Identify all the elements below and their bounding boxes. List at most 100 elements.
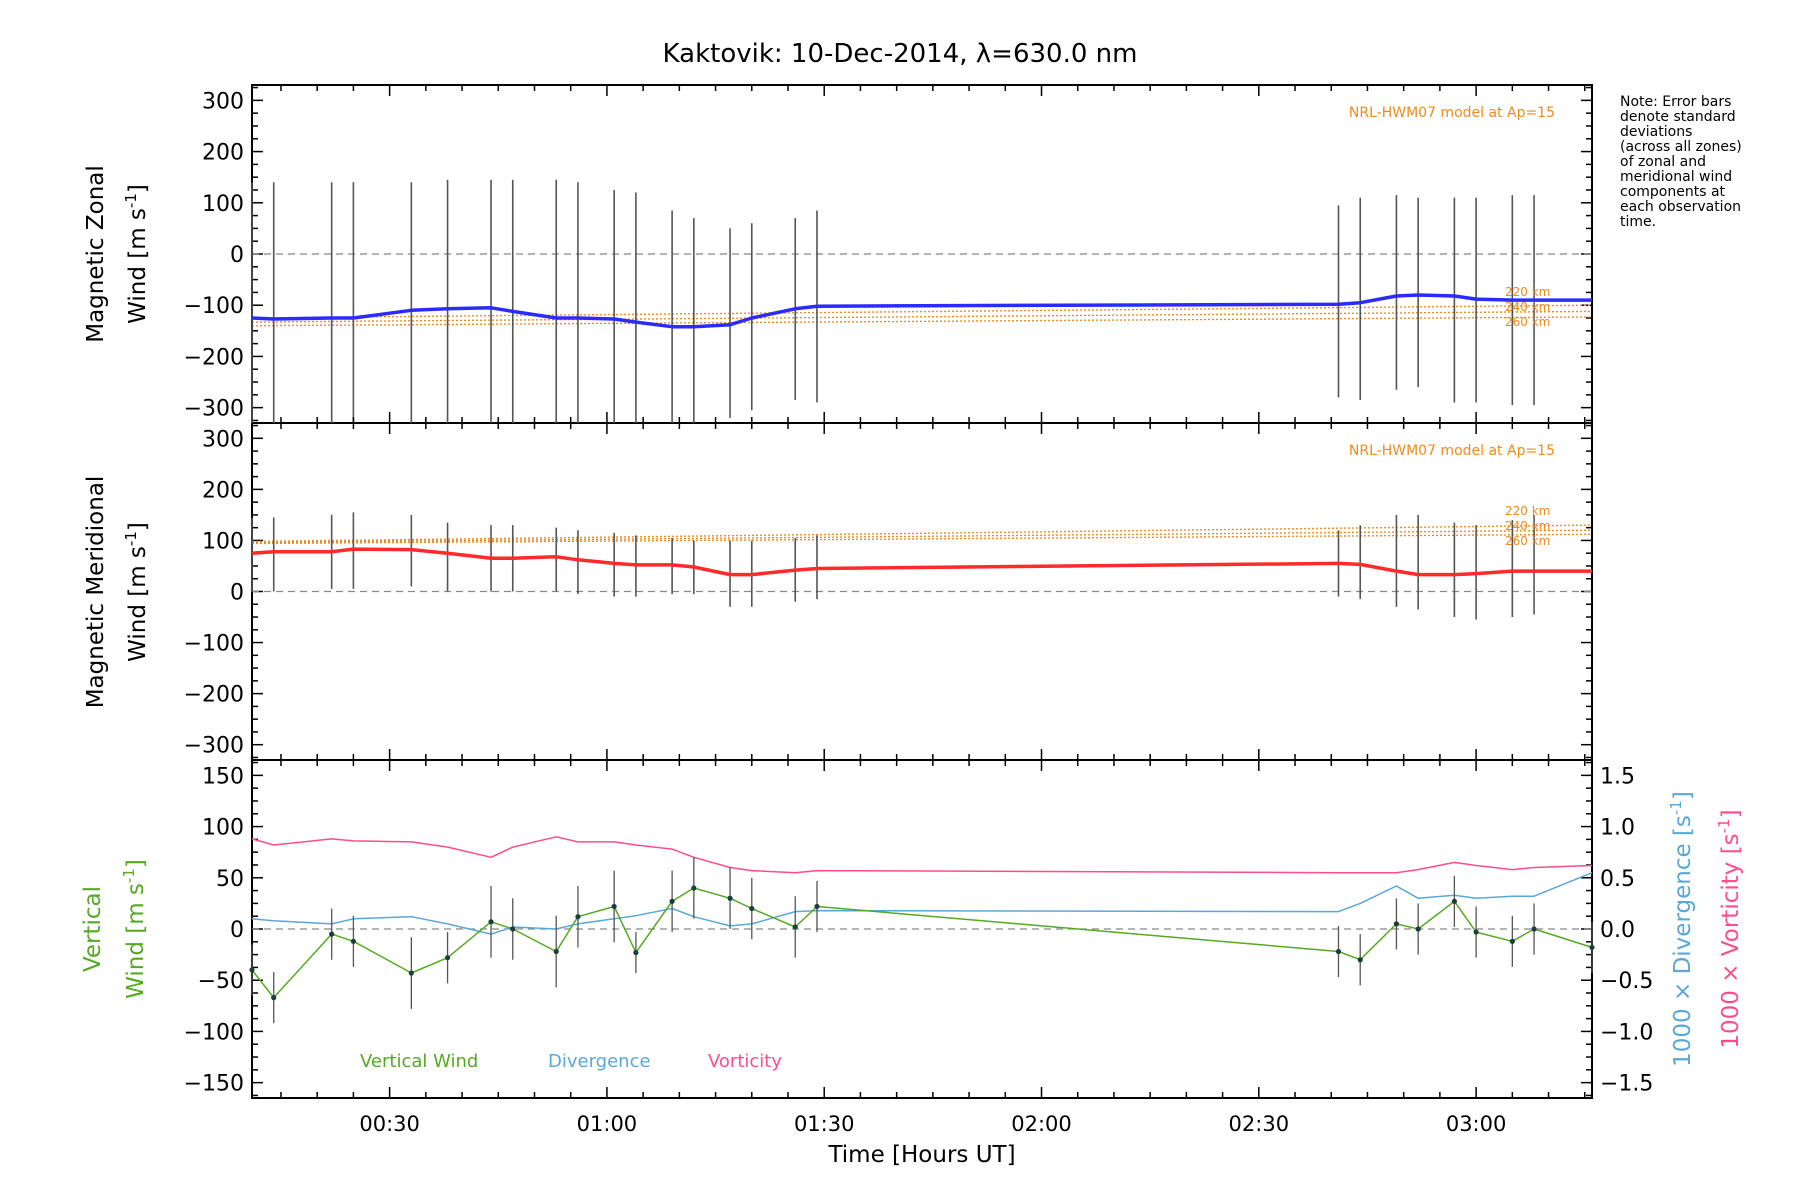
vertical-wind-point <box>669 898 675 904</box>
vorticity-axis-label-text: 1000 × Vorticity [s <box>1718 833 1744 1048</box>
y-tick-label: 100 <box>202 816 244 841</box>
model-curve-220km <box>251 304 1593 319</box>
meridional-axis-ticks: −300 −200 −100 0 100 200 300 <box>184 424 1592 759</box>
y-tick-label: 200 <box>202 141 244 166</box>
x-axis-ticks: 00:30 01:00 01:30 02:00 02:30 03:00 <box>280 85 1586 1136</box>
y-tick-label: 300 <box>202 89 244 114</box>
zonal-altitude-label-260: 260 km <box>1505 315 1550 329</box>
zonal-model-annotation: NRL-HWM07 model at Ap=15 <box>1349 105 1555 121</box>
vorticity-axis-label-sup: -1 <box>1715 818 1733 833</box>
vertical-error-bars <box>251 857 1593 1024</box>
vorticity-axis-label-close: ] <box>1718 809 1744 818</box>
vertical-wind-point <box>1357 957 1363 963</box>
x-axis-label: Time [Hours UT] <box>827 1142 1015 1168</box>
legend-vorticity: Vorticity <box>708 1051 782 1072</box>
y-tick-label: 0 <box>230 581 244 606</box>
model-curve-240km <box>251 529 1593 544</box>
y-tick-label: −100 <box>184 632 244 657</box>
vertical-wind-point <box>611 903 617 910</box>
zonal-error-bars <box>251 179 1535 423</box>
divergence-line <box>251 872 1593 935</box>
divergence-axis-label: 1000 × Divergence [s-1] <box>1667 791 1696 1067</box>
vertical-wind-point <box>271 995 277 1001</box>
vertical-wind-point <box>350 938 357 944</box>
model-curve-260km <box>251 316 1593 327</box>
vertical-wind-series <box>249 885 1595 1001</box>
meridional-ylabel-sup: -1 <box>122 531 140 546</box>
note-line-4: (across all zones) <box>1620 139 1742 155</box>
vertical-wind-point <box>1589 944 1595 951</box>
y-tick-label: 150 <box>202 764 244 789</box>
y-tick-label: 300 <box>202 427 244 452</box>
zonal-altitude-label-240: 240 km <box>1505 300 1550 314</box>
right-y-tick-label: 0.0 <box>1600 918 1635 943</box>
vertical-ylabel-line2: Wind [m s-1] <box>120 859 149 999</box>
y-tick-label: −50 <box>198 969 244 994</box>
vertical-ylabel-text: Wind [m s <box>123 883 149 999</box>
x-tick-label: 03:00 <box>1446 1112 1507 1136</box>
zonal-wind-series <box>251 293 1592 329</box>
vertical-wind-point <box>1531 926 1537 932</box>
y-tick-label: −300 <box>184 397 244 422</box>
meridional-altitude-label-220: 220 km <box>1505 504 1550 518</box>
vertical-ylabel-sup: -1 <box>120 868 138 883</box>
vertical-wind-point <box>329 931 335 937</box>
y-tick-label: −150 <box>184 1072 244 1097</box>
note-line-6: meridional wind <box>1620 169 1733 185</box>
zonal-altitude-label-220: 220 km <box>1505 285 1550 299</box>
divergence-axis-label-close: ] <box>1670 791 1696 800</box>
x-tick-label: 01:30 <box>794 1112 855 1136</box>
meridional-model-curves <box>251 524 1593 545</box>
note-line-5: of zonal and <box>1620 154 1706 170</box>
vertical-ylabel-close: ] <box>123 859 149 868</box>
y-tick-label: 100 <box>202 529 244 554</box>
meridional-ylabel-line1: Magnetic Meridional <box>83 476 109 709</box>
zonal-ylabel-sup: -1 <box>122 193 140 208</box>
x-tick-label: 00:30 <box>359 1112 420 1136</box>
y-tick-label: 100 <box>202 192 244 217</box>
figure-title: Kaktovik: 10-Dec-2014, λ=630.0 nm <box>663 39 1138 69</box>
vertical-wind-point <box>553 948 559 955</box>
vertical-wind-point <box>408 970 414 976</box>
zonal-ylabel-line1: Magnetic Zonal <box>83 165 109 343</box>
error-bar-note: Note: Error bars denote standard deviati… <box>1620 95 1795 230</box>
vertical-wind-point <box>1415 926 1421 932</box>
divergence-axis-label-sup: -1 <box>1667 800 1685 815</box>
meridional-ylabel-text: Wind [m s <box>125 546 151 662</box>
zonal-panel-frame <box>251 84 1593 424</box>
meridional-panel-frame <box>251 422 1593 761</box>
vertical-wind-point <box>1473 929 1479 935</box>
meridional-ylabel-line2: Wind [m s-1] <box>122 522 151 662</box>
vorticity-series <box>251 836 1593 874</box>
vertical-wind-point <box>749 905 755 912</box>
y-tick-label: 50 <box>216 867 244 892</box>
vertical-wind-point <box>633 949 639 956</box>
note-line-3: deviations <box>1620 124 1693 140</box>
vertical-wind-point <box>575 914 581 920</box>
note-line-9: time. <box>1620 214 1657 230</box>
vertical-wind-point <box>1335 948 1342 955</box>
vertical-wind-point <box>510 926 516 932</box>
model-curve-260km <box>251 533 1593 545</box>
vertical-wind-line <box>251 887 1593 999</box>
model-curve-220km <box>251 524 1593 543</box>
right-y-tick-label: 1.0 <box>1600 816 1635 841</box>
legend-vertical-wind: Vertical Wind <box>360 1051 478 1072</box>
model-curve-240km <box>251 310 1593 323</box>
meridional-wind-line <box>251 547 1592 577</box>
meridional-altitude-label-260: 260 km <box>1505 534 1550 548</box>
y-tick-label: −300 <box>184 734 244 759</box>
zonal-model-curves <box>251 304 1593 327</box>
zonal-axis-ticks: −300 −200 −100 0 100 200 300 <box>184 86 1592 422</box>
vertical-wind-point <box>792 924 798 930</box>
vertical-right-axis-ticks: −1.5 −1.0 −0.5 0.0 0.5 1.0 1.5 <box>1581 761 1653 1097</box>
x-tick-label: 01:00 <box>577 1112 638 1136</box>
zonal-ylabel-line2: Wind [m s-1] <box>122 184 151 324</box>
note-line-2: denote standard <box>1620 109 1736 125</box>
vorticity-line <box>251 836 1593 874</box>
y-tick-label: 0 <box>230 243 244 268</box>
x-tick-label: 02:00 <box>1011 1112 1072 1136</box>
meridional-wind-series <box>251 547 1592 577</box>
note-line-1: Note: Error bars <box>1620 94 1732 110</box>
vertical-ylabel-line1: Vertical <box>80 886 106 972</box>
